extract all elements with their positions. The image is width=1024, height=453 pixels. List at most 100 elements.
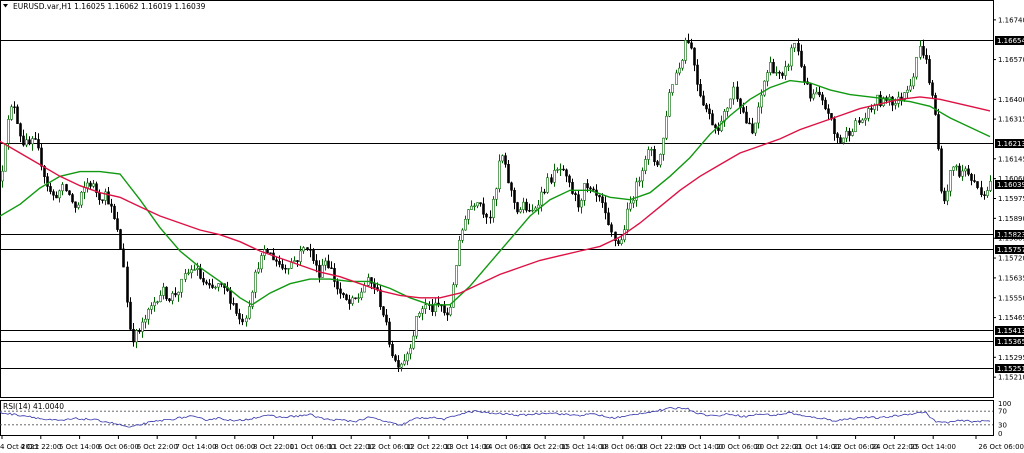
candle-body bbox=[553, 170, 556, 183]
candle-body bbox=[800, 50, 803, 67]
candle-body bbox=[412, 335, 415, 349]
candle-body bbox=[876, 94, 879, 106]
x-tick-label: 15 Oct 14:00 bbox=[561, 443, 607, 451]
candle-body bbox=[126, 266, 129, 303]
candle-body bbox=[815, 91, 818, 95]
candle-body bbox=[546, 177, 549, 193]
candle-body bbox=[973, 180, 976, 182]
candle-body bbox=[742, 107, 745, 113]
candle-body bbox=[284, 267, 287, 270]
candle-body bbox=[354, 297, 357, 299]
candle-body bbox=[620, 239, 623, 245]
candle-body bbox=[217, 283, 220, 288]
x-tick-label: 20 Oct 06:00 bbox=[716, 443, 762, 451]
candle-body bbox=[25, 139, 28, 146]
candle-body bbox=[232, 303, 235, 305]
candle-body bbox=[961, 170, 964, 177]
level-label: 1.15413 bbox=[997, 327, 1024, 335]
candle-body bbox=[983, 194, 986, 196]
candle-body bbox=[385, 314, 388, 323]
candle-body bbox=[61, 184, 64, 192]
candle-body bbox=[351, 297, 354, 304]
x-tick-label: 13 Oct 14:00 bbox=[445, 443, 491, 451]
y-tick-label: 1.15890 bbox=[998, 215, 1024, 223]
candle-body bbox=[665, 115, 668, 139]
candle-body bbox=[388, 321, 391, 345]
candle-body bbox=[644, 159, 647, 171]
candle-body bbox=[708, 108, 711, 115]
candle-body bbox=[287, 268, 290, 270]
candle-body bbox=[202, 278, 205, 283]
candle-body bbox=[516, 202, 519, 213]
candle-body bbox=[833, 118, 836, 135]
candle-body bbox=[119, 229, 122, 250]
candle-body bbox=[912, 76, 915, 87]
candle-body bbox=[751, 123, 754, 134]
candle-body bbox=[775, 71, 778, 74]
rsi-axis-label: 100 bbox=[998, 400, 1011, 408]
candle-body bbox=[306, 247, 309, 250]
candle-body bbox=[858, 120, 861, 123]
rsi-line bbox=[0, 406, 991, 428]
candle-body bbox=[574, 193, 577, 195]
level-tag bbox=[995, 337, 1024, 346]
candle-body bbox=[132, 329, 135, 343]
candle-body bbox=[937, 114, 940, 150]
horizontal-levels bbox=[0, 40, 993, 369]
candle-body bbox=[949, 170, 952, 192]
candle-body bbox=[470, 205, 473, 210]
candle-body bbox=[696, 64, 699, 85]
candle-body bbox=[964, 168, 967, 172]
candle-body bbox=[668, 92, 671, 117]
candle-body bbox=[421, 308, 424, 314]
candle-body bbox=[507, 163, 510, 184]
candle-body bbox=[80, 191, 83, 206]
y-tick-label: 1.16570 bbox=[998, 56, 1024, 64]
candle-body bbox=[360, 291, 363, 299]
collapse-triangle-icon[interactable] bbox=[3, 4, 8, 8]
candle-body bbox=[736, 86, 739, 100]
y-tick-label: 1.15210 bbox=[998, 374, 1024, 382]
candle-body bbox=[556, 169, 559, 171]
candle-body bbox=[848, 130, 851, 136]
candle-body bbox=[446, 312, 449, 316]
candle-body bbox=[726, 107, 729, 112]
candle-body bbox=[400, 363, 403, 368]
candle-body bbox=[101, 199, 104, 201]
candle-body bbox=[989, 181, 992, 191]
candle-body bbox=[934, 95, 937, 115]
candle-body bbox=[205, 281, 208, 284]
candle-body bbox=[98, 192, 101, 201]
candle-body bbox=[302, 247, 305, 252]
candle-body bbox=[510, 182, 513, 191]
candle-body bbox=[976, 181, 979, 188]
candle-body bbox=[254, 271, 257, 293]
candle-body bbox=[626, 208, 629, 231]
candle-body bbox=[391, 344, 394, 357]
candle-body bbox=[711, 113, 714, 126]
candle-body bbox=[784, 66, 787, 76]
candle-body bbox=[909, 85, 912, 91]
candle-body bbox=[141, 321, 144, 332]
candle-body bbox=[577, 194, 580, 208]
candle-body bbox=[382, 306, 385, 316]
candle-body bbox=[922, 46, 925, 56]
candle-body bbox=[464, 218, 467, 231]
candle-body bbox=[638, 180, 641, 183]
candle-body bbox=[513, 189, 516, 203]
y-tick-label: 1.15295 bbox=[998, 354, 1024, 362]
candle-body bbox=[196, 268, 199, 270]
symbol-header: EURUSD.var,H1 1.16025 1.16062 1.16019 1.… bbox=[13, 2, 206, 11]
candle-body bbox=[180, 278, 183, 293]
candle-body bbox=[653, 149, 656, 162]
candle-body bbox=[492, 198, 495, 218]
candle-body bbox=[580, 200, 583, 208]
candle-body bbox=[28, 139, 31, 145]
candle-body bbox=[568, 175, 571, 183]
candle-body bbox=[797, 43, 800, 52]
candle-body bbox=[766, 72, 769, 82]
candle-body bbox=[809, 83, 812, 99]
candle-body bbox=[525, 201, 528, 211]
